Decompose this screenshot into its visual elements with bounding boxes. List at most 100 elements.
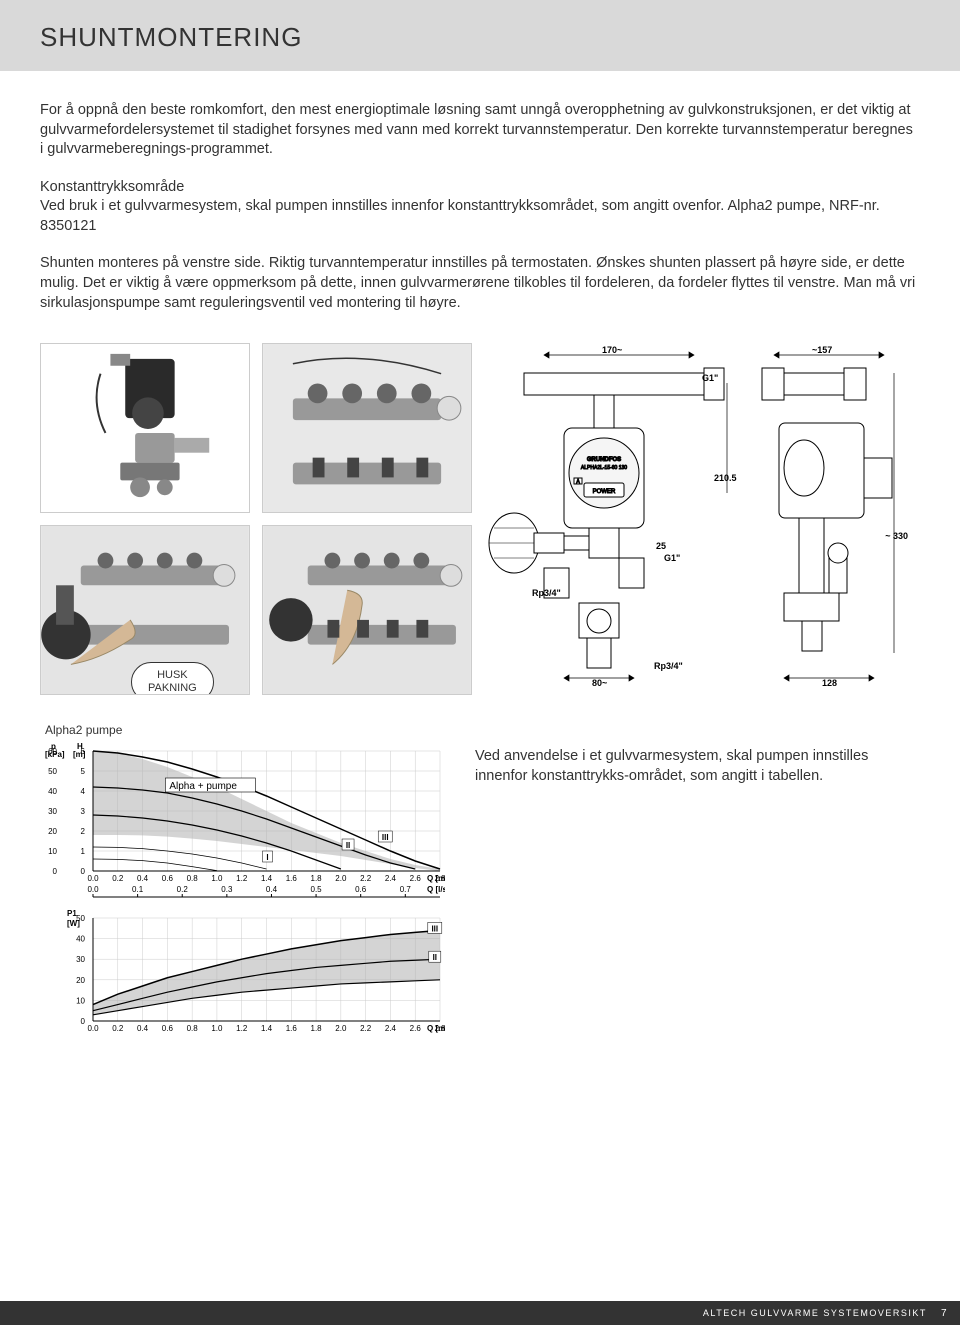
svg-text:[kPa]: [kPa] [45, 750, 65, 759]
svg-text:40: 40 [76, 935, 85, 944]
pump-brand-label: GRUNDFOS [587, 457, 621, 463]
dim-80: 80~ [592, 678, 607, 688]
svg-text:0: 0 [81, 867, 86, 876]
callout-line1: HUSK [157, 669, 188, 681]
pump-chart: 01020304050600123456p[kPa]H[m]0.00.20.40… [45, 743, 445, 1043]
p2-heading: Konstanttrykksområde [40, 179, 184, 195]
dim-g1-mid: G1" [664, 553, 680, 563]
svg-text:II: II [433, 953, 437, 962]
svg-text:1.2: 1.2 [236, 874, 248, 883]
svg-text:40: 40 [48, 787, 57, 796]
svg-text:1.0: 1.0 [211, 874, 223, 883]
svg-text:30: 30 [76, 955, 85, 964]
svg-text:2.6: 2.6 [410, 1024, 422, 1033]
svg-text:2.2: 2.2 [360, 874, 372, 883]
svg-text:0.1: 0.1 [132, 885, 144, 894]
svg-text:1.2: 1.2 [236, 1024, 248, 1033]
chart-side-text: Ved anvendelse i et gulvvarmesystem, ska… [475, 747, 910, 786]
dim-157: ~157 [812, 345, 832, 355]
svg-text:20: 20 [48, 827, 57, 836]
svg-text:Q [m³/h]: Q [m³/h] [427, 874, 445, 883]
svg-text:2.6: 2.6 [410, 874, 422, 883]
dim-210-5: 210.5 [714, 473, 737, 483]
paragraph-2: Konstanttrykksområde Ved bruk i et gulvv… [40, 178, 920, 237]
chart-column: Alpha2 pumpe 01020304050600123456p[kPa]H… [45, 723, 445, 1043]
svg-text:I: I [266, 853, 268, 862]
svg-text:0.4: 0.4 [137, 874, 149, 883]
footer-text: ALTECH GULVVARME SYSTEMOVERSIKT [703, 1308, 927, 1318]
photo-install-left: HUSK PAKNING [40, 525, 250, 695]
dim-rp34-b: Rp3/4" [654, 661, 683, 671]
chart-text-col: Ved anvendelse i et gulvvarmesystem, ska… [475, 723, 920, 1043]
svg-text:1.4: 1.4 [261, 1024, 273, 1033]
svg-text:4: 4 [81, 787, 86, 796]
svg-text:0.0: 0.0 [87, 1024, 99, 1033]
svg-text:2.0: 2.0 [335, 874, 347, 883]
svg-text:0.0: 0.0 [87, 874, 99, 883]
svg-text:0: 0 [81, 1017, 86, 1026]
header-bar: SHUNTMONTERING [0, 0, 960, 71]
svg-text:2.4: 2.4 [385, 1024, 397, 1033]
svg-text:III: III [431, 924, 438, 933]
technical-drawing: GRUNDFOS ALPHA2L-15-60 130 POWER A [484, 343, 904, 695]
dim-25: 25 [656, 541, 666, 551]
svg-text:50: 50 [48, 767, 57, 776]
svg-text:0.0: 0.0 [87, 885, 99, 894]
svg-text:0.6: 0.6 [355, 885, 367, 894]
paragraph-1: For å oppnå den beste romkomfort, den me… [40, 101, 920, 160]
svg-text:2: 2 [81, 827, 86, 836]
svg-text:0.5: 0.5 [311, 885, 323, 894]
svg-text:2.4: 2.4 [385, 874, 397, 883]
svg-text:II: II [346, 841, 350, 850]
svg-text:1.6: 1.6 [286, 874, 298, 883]
svg-text:P1: P1 [67, 909, 77, 918]
svg-text:20: 20 [76, 976, 85, 985]
pump-power-label: POWER [593, 489, 616, 495]
svg-text:III: III [382, 833, 389, 842]
p2-body: Ved bruk i et gulvvarmesystem, skal pump… [40, 198, 880, 234]
footer-page-number: 7 [941, 1308, 948, 1319]
svg-text:2.2: 2.2 [360, 1024, 372, 1033]
svg-text:0.6: 0.6 [162, 1024, 174, 1033]
callout-line2: PAKNING [148, 682, 197, 694]
svg-text:0.2: 0.2 [112, 874, 124, 883]
svg-text:2.0: 2.0 [335, 1024, 347, 1033]
svg-text:Alpha + pumpe: Alpha + pumpe [169, 781, 237, 792]
photo-manifold-top [262, 343, 472, 513]
svg-text:5: 5 [81, 767, 86, 776]
chart-caption: Alpha2 pumpe [45, 723, 445, 737]
svg-text:10: 10 [76, 996, 85, 1005]
chart-section: Alpha2 pumpe 01020304050600123456p[kPa]H… [40, 723, 920, 1043]
photo-pump-unit [40, 343, 250, 513]
page-title: SHUNTMONTERING [40, 22, 920, 53]
dim-128: 128 [822, 678, 837, 688]
dim-rp34-a: Rp3/4" [532, 588, 561, 598]
svg-text:0.8: 0.8 [187, 874, 199, 883]
svg-text:3: 3 [81, 807, 86, 816]
svg-text:0.3: 0.3 [221, 885, 233, 894]
photo-install-right [262, 525, 472, 695]
svg-text:30: 30 [48, 807, 57, 816]
svg-text:1.8: 1.8 [311, 874, 323, 883]
svg-text:0.4: 0.4 [137, 1024, 149, 1033]
svg-text:1.0: 1.0 [211, 1024, 223, 1033]
svg-text:1.4: 1.4 [261, 874, 273, 883]
svg-text:[W]: [W] [67, 919, 80, 928]
pump-model-label: ALPHA2L-15-60 130 [581, 465, 627, 471]
dim-g1-top: G1" [702, 373, 718, 383]
svg-text:0: 0 [53, 867, 58, 876]
svg-text:0.2: 0.2 [112, 1024, 124, 1033]
svg-text:1.8: 1.8 [311, 1024, 323, 1033]
svg-text:10: 10 [48, 847, 57, 856]
dim-170: 170~ [602, 345, 622, 355]
svg-text:1: 1 [81, 847, 86, 856]
svg-text:0.6: 0.6 [162, 874, 174, 883]
paragraph-3: Shunten monteres på venstre side. Riktig… [40, 254, 920, 313]
svg-text:Q [m³/h]: Q [m³/h] [427, 1024, 445, 1033]
husk-pakning-callout: HUSK PAKNING [131, 662, 214, 695]
svg-text:1.6: 1.6 [286, 1024, 298, 1033]
image-grid: GRUNDFOS ALPHA2L-15-60 130 POWER A [40, 343, 920, 695]
footer: ALTECH GULVVARME SYSTEMOVERSIKT 7 [0, 1301, 960, 1325]
svg-text:Q [l/s]: Q [l/s] [427, 885, 445, 894]
content: For å oppnå den beste romkomfort, den me… [0, 71, 960, 1043]
